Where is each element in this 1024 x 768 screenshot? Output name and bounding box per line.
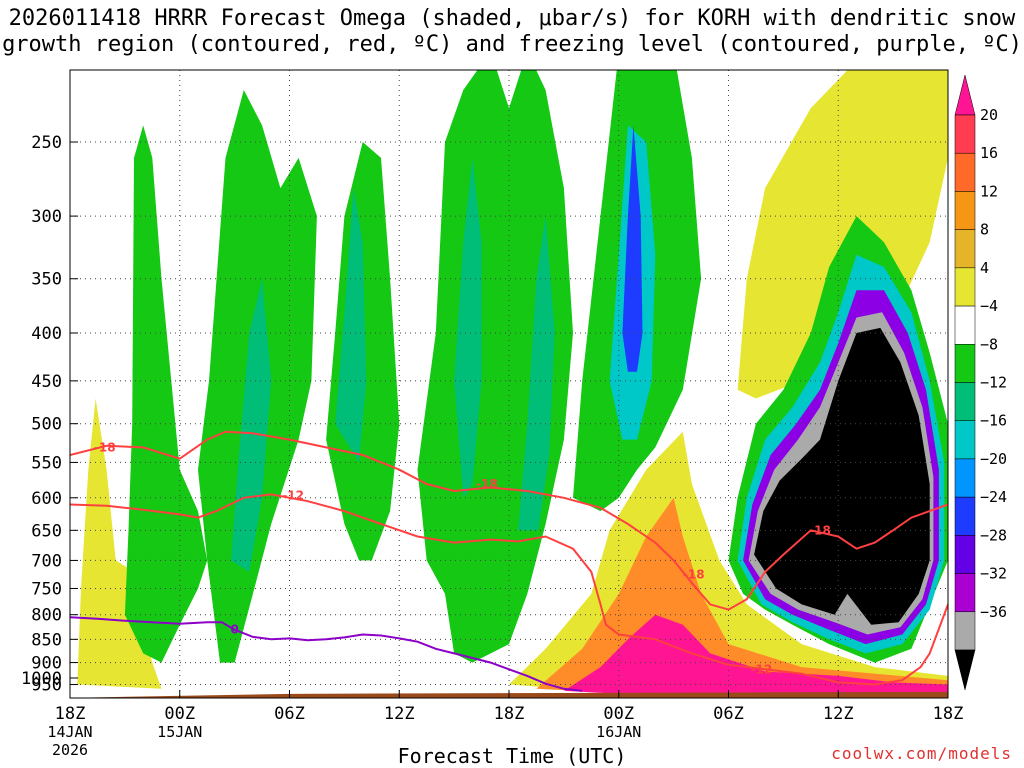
colorbar-swatch-11 [954,496,976,536]
colorbar-label-9: −20 [980,450,1007,468]
x-tick-label-6: 06Z [713,704,744,724]
x-tick-date-5: 16JAN [596,723,641,741]
colorbar-swatch-2 [954,152,976,192]
colorbar-swatch-9 [954,420,976,460]
x-tick-date-0: 14JAN [47,723,92,741]
colorbar-swatch-8 [954,382,976,421]
omega-region-teal-band-b [335,188,367,463]
x-tick-label-2: 06Z [274,704,305,724]
y-tick-label-750: 750 [31,579,62,599]
contour-label-5: -12 [751,662,773,676]
contour-label-4: -18 [809,523,831,537]
site-credit[interactable]: coolwx.com/models [831,744,1012,763]
y-tick-label-800: 800 [31,606,62,626]
omega-region-mid-negative-blue [622,125,643,372]
colorbar-label-1: 16 [980,144,998,162]
colorbar-swatch-5 [954,267,976,307]
y-tick-label-550: 550 [31,453,62,473]
colorbar-swatch-12 [954,535,976,574]
contour-label-0: -18 [94,440,116,454]
omega-region-teal-band-a [454,157,482,498]
colorbar-label-12: −32 [980,565,1007,583]
x-tick-label-3: 12Z [384,704,415,724]
colorbar-label-10: −24 [980,488,1007,506]
x-tick-label-5: 00Z [603,704,634,724]
colorbar-label-4: 4 [980,259,989,277]
colorbar-swatch-7 [954,344,976,383]
colorbar-label-3: 8 [980,221,989,239]
x-tick-label-1: 00Z [164,704,195,724]
colorbar-label-11: −28 [980,526,1007,544]
y-tick-label-700: 700 [31,551,62,571]
contour-dgz-minus18-upper [70,430,948,611]
colorbar-label-5: −4 [980,297,998,315]
y-tick-label-850: 850 [31,630,62,650]
colorbar-label-0: 20 [980,106,998,124]
y-tick-label-250: 250 [31,133,62,153]
y-tick-label-400: 400 [31,324,62,344]
omega-region-teal-band-d [518,216,555,531]
omega-region-mid-negative-green-a [124,125,208,663]
colorbar-swatch-10 [954,458,976,498]
colorbar: 20 16 12 8 4 −4 −8 −12 −16 −20 −24 −28 −32 −36 [954,74,1007,691]
title-line-1: 2026011418 HRRR Forecast Omega (shaded, … [8,6,1016,31]
x-tick-date-1: 15JAN [157,723,202,741]
y-tick-label-350: 350 [31,270,62,290]
x-tick-label-4: 18Z [494,704,525,724]
y-tick-label-600: 600 [31,489,62,509]
colorbar-arrow-top [954,74,976,116]
omega-shaded-regions [77,70,948,694]
omega-region-late-negative-black [754,327,930,625]
omega-region-low-level-positive-pink [563,614,948,694]
x-tick-year-0: 2026 [52,741,88,759]
contour-label-3: -18 [683,568,705,582]
colorbar-label-7: −12 [980,374,1007,392]
colorbar-label-6: −8 [980,335,998,353]
y-tick-label-950: 950 [31,676,62,696]
colorbar-swatch-3 [954,191,976,230]
colorbar-swatch-4 [954,229,976,269]
x-tick-label-7: 12Z [823,704,854,724]
x-axis-label: Forecast Time (UTC) [397,744,627,768]
y-axis: 250 300 350 400 450 500 550 600 650 700 750 800 850 9… [21,133,78,696]
colorbar-swatch-14 [954,611,976,651]
colorbar-label-13: −36 [980,603,1007,621]
y-tick-label-900: 900 [31,654,62,674]
contour-dgz-minus12-lower [70,493,948,686]
contour-lines: -18 -12 -18 -18 -18 -12 0 [70,430,948,692]
colorbar-swatch-6 [954,305,976,345]
contour-freezing-level [70,616,583,692]
title-line-2: growth region (contoured, red, ºC) and f… [2,32,1022,57]
x-tick-label-0: 18Z [55,704,86,724]
contour-label-6: 0 [230,623,238,637]
colorbar-swatch-1 [954,114,976,154]
omega-region-upper-positive-yellow [737,70,948,399]
colorbar-label-8: −16 [980,412,1007,430]
contour-label-1: -12 [282,489,304,503]
y-tick-label-650: 650 [31,521,62,541]
colorbar-label-2: 12 [980,182,998,200]
colorbar-arrow-bottom [954,649,976,691]
y-tick-label-1000: 1000 [21,669,62,689]
colorbar-swatch-13 [954,573,976,613]
y-tick-label-300: 300 [31,207,62,227]
x-tick-label-8: 18Z [933,704,964,724]
contour-label-2: -18 [476,477,498,491]
chart-title: 2026011418 HRRR Forecast Omega (shaded, … [0,6,1024,58]
y-tick-label-500: 500 [31,415,62,435]
y-tick-label-450: 450 [31,372,62,392]
